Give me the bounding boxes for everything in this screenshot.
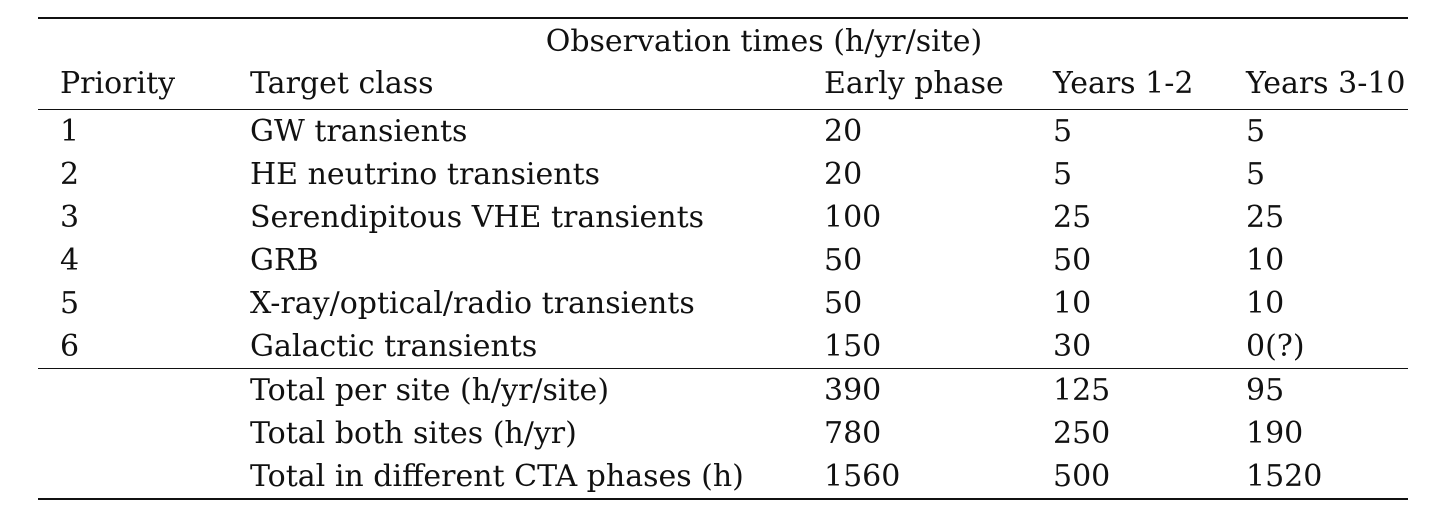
priority-cell: 6 xyxy=(60,329,80,364)
priority-cell: 3 xyxy=(60,200,80,235)
priority-cell: 1 xyxy=(60,114,80,149)
column-header-target-class: Target class xyxy=(250,66,434,101)
column-header-row: Priority Target class Early phase Years … xyxy=(38,63,1408,110)
totals-row: Total per site (h/yr/site) 390 125 95 xyxy=(38,368,1408,413)
table-row: 2 HE neutrino transients 20 5 5 xyxy=(38,153,1408,196)
target-class-cell: GW transients xyxy=(250,114,468,149)
early-phase-cell: 20 xyxy=(824,157,863,192)
early-phase-cell: 150 xyxy=(824,329,882,364)
observation-times-table-container: Observation times (h/yr/site) Priority T… xyxy=(38,17,1408,500)
column-header-years-3-10: Years 3-10 xyxy=(1246,66,1406,101)
early-phase-cell: 50 xyxy=(824,243,863,278)
years-3-10-cell: 5 xyxy=(1246,114,1266,149)
priority-cell: 5 xyxy=(60,286,80,321)
early-phase-cell: 1560 xyxy=(824,459,901,494)
years-1-2-cell: 250 xyxy=(1053,416,1111,451)
column-header-years-1-2: Years 1-2 xyxy=(1053,66,1194,101)
years-3-10-cell: 10 xyxy=(1246,286,1285,321)
priority-cell: 4 xyxy=(60,243,80,278)
years-3-10-cell: 1520 xyxy=(1246,459,1323,494)
years-1-2-cell: 30 xyxy=(1053,329,1092,364)
early-phase-cell: 780 xyxy=(824,416,882,451)
years-3-10-cell: 10 xyxy=(1246,243,1285,278)
totals-spacer xyxy=(38,412,250,455)
totals-label-cell: Total both sites (h/yr) xyxy=(250,416,577,451)
years-3-10-cell: 5 xyxy=(1246,157,1266,192)
totals-rows: Total per site (h/yr/site) 390 125 95 To… xyxy=(38,368,1408,499)
target-class-cell: HE neutrino transients xyxy=(250,157,601,192)
early-phase-cell: 100 xyxy=(824,200,882,235)
years-1-2-cell: 500 xyxy=(1053,459,1111,494)
column-header-priority: Priority xyxy=(60,66,176,101)
years-1-2-cell: 50 xyxy=(1053,243,1092,278)
years-3-10-cell: 95 xyxy=(1246,373,1285,408)
years-3-10-cell: 25 xyxy=(1246,200,1285,235)
priority-rows: 1 GW transients 20 5 5 2 HE neutrino tra… xyxy=(38,109,1408,369)
years-1-2-cell: 5 xyxy=(1053,157,1073,192)
totals-row: Total both sites (h/yr) 780 250 190 xyxy=(38,412,1408,455)
years-1-2-cell: 5 xyxy=(1053,114,1073,149)
years-3-10-cell: 190 xyxy=(1246,416,1304,451)
years-1-2-cell: 125 xyxy=(1053,373,1111,408)
totals-label-cell: Total per site (h/yr/site) xyxy=(250,373,610,408)
group-header-row: Observation times (h/yr/site) xyxy=(38,18,1408,63)
observation-times-table: Observation times (h/yr/site) Priority T… xyxy=(38,17,1408,500)
group-header-title: Observation times (h/yr/site) xyxy=(545,24,983,59)
years-1-2-cell: 10 xyxy=(1053,286,1092,321)
table-row: 1 GW transients 20 5 5 xyxy=(38,109,1408,154)
table-row: 5 X-ray/optical/radio transients 50 10 1… xyxy=(38,282,1408,325)
target-class-cell: Serendipitous VHE transients xyxy=(250,200,705,235)
early-phase-cell: 390 xyxy=(824,373,882,408)
totals-spacer xyxy=(38,369,250,413)
priority-cell: 2 xyxy=(60,157,80,192)
totals-row: Total in different CTA phases (h) 1560 5… xyxy=(38,455,1408,499)
table-row: 4 GRB 50 50 10 xyxy=(38,239,1408,282)
early-phase-cell: 20 xyxy=(824,114,863,149)
totals-spacer xyxy=(38,455,250,499)
target-class-cell: Galactic transients xyxy=(250,329,538,364)
years-3-10-cell: 0(?) xyxy=(1246,329,1305,364)
table-row: 6 Galactic transients 150 30 0(?) xyxy=(38,325,1408,369)
years-1-2-cell: 25 xyxy=(1053,200,1092,235)
table-row: 3 Serendipitous VHE transients 100 25 25 xyxy=(38,196,1408,239)
target-class-cell: GRB xyxy=(250,243,319,278)
target-class-cell: X-ray/optical/radio transients xyxy=(250,286,695,321)
group-header-spacer xyxy=(38,18,250,63)
totals-label-cell: Total in different CTA phases (h) xyxy=(250,459,744,494)
early-phase-cell: 50 xyxy=(824,286,863,321)
column-header-early-phase: Early phase xyxy=(824,66,1004,101)
